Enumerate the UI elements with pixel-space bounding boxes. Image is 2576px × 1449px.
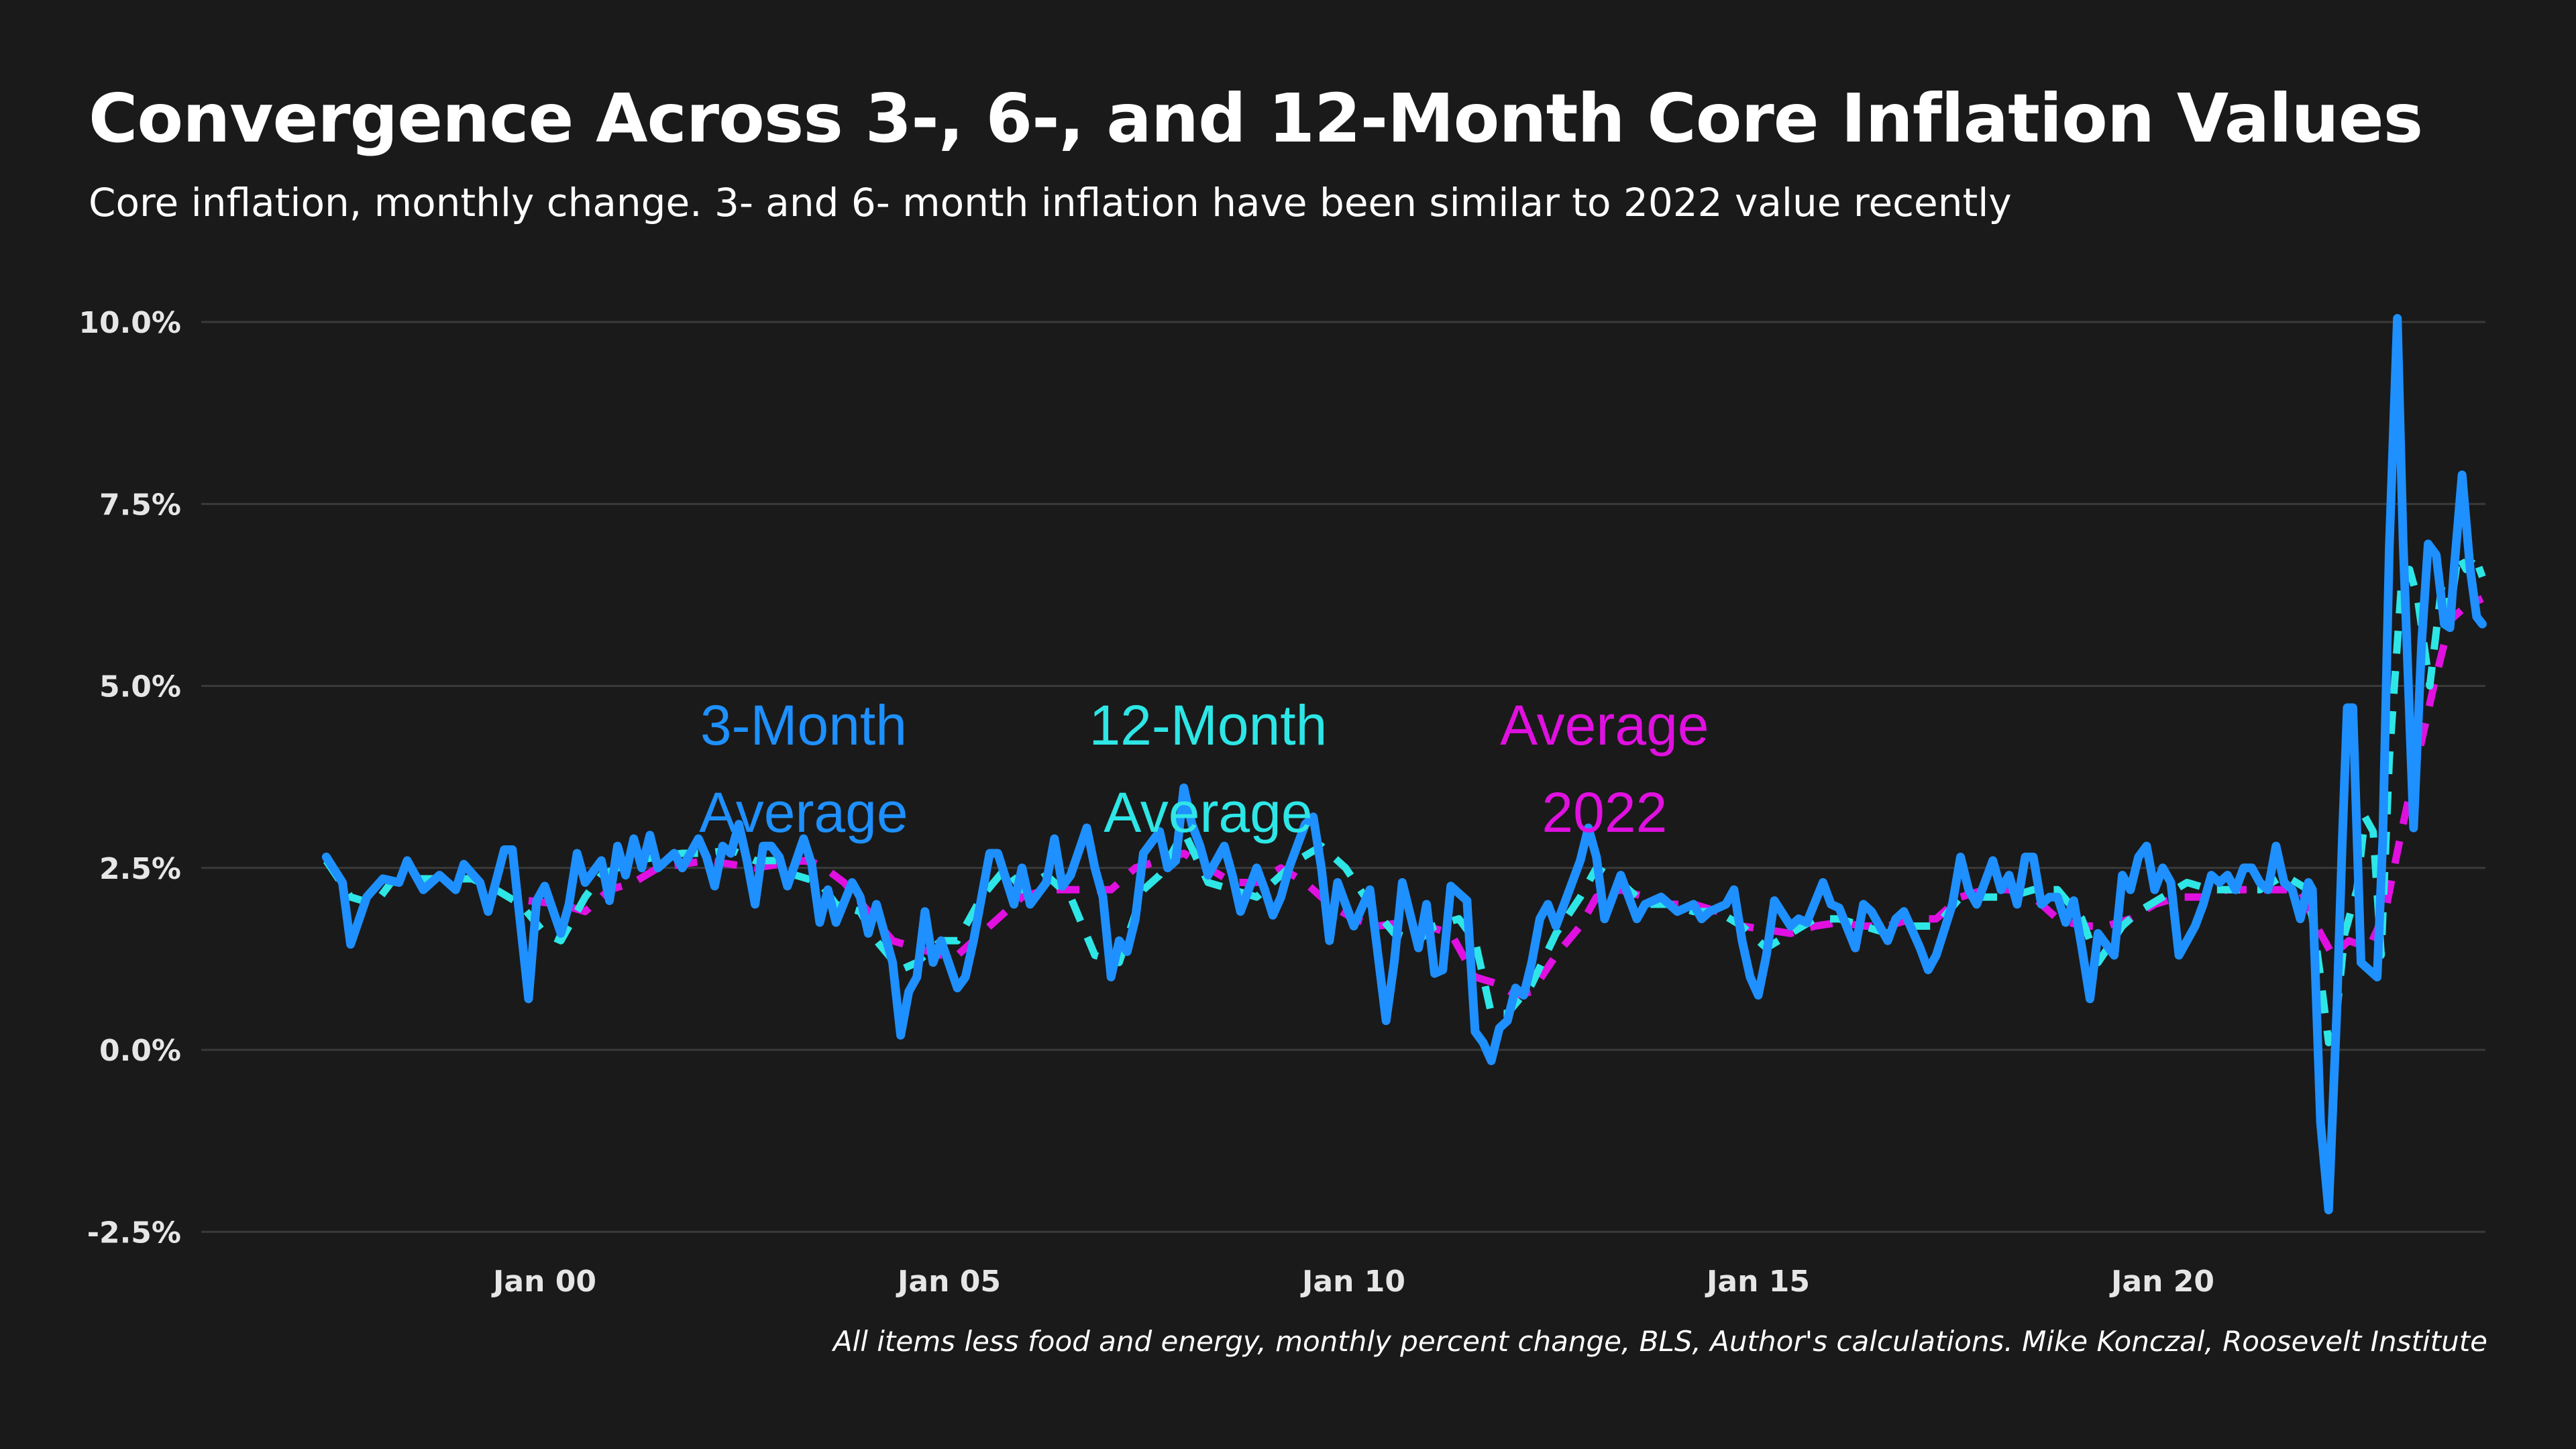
grid-lines	[201, 321, 2485, 1233]
x-tick-label: Jan 10	[1300, 1265, 1405, 1299]
y-tick-label: 7.5%	[99, 488, 181, 522]
y-axis-ticks: 10.0% 7.5% 5.0% 2.5% 0.0% -2.5%	[78, 306, 181, 1250]
annotation-three-month: Average	[699, 781, 908, 844]
series-line-three-month	[321, 314, 2487, 1215]
x-tick-label: Jan 00	[491, 1265, 596, 1299]
x-tick-label: Jan 15	[1705, 1265, 1810, 1299]
annotation-twelve-month: 12-Month	[1089, 694, 1327, 757]
y-tick-label: -2.5%	[87, 1216, 181, 1250]
series-annotations: 3-Month Average 12-Month Average Average 2022	[699, 694, 1709, 844]
chart-title: Convergence Across 3-, 6-, and 12-Month …	[89, 79, 2423, 158]
y-tick-label: 5.0%	[99, 670, 181, 704]
source-caption: All items less food and energy, monthly …	[833, 1325, 2487, 1358]
annotation-average-2022: 2022	[1542, 781, 1667, 844]
x-tick-label: Jan 20	[2109, 1265, 2214, 1299]
chart-subtitle: Core inflation, monthly change. 3- and 6…	[89, 180, 2012, 225]
annotation-three-month: 3-Month	[700, 694, 907, 757]
y-tick-label: 2.5%	[99, 852, 181, 886]
series-lines	[321, 314, 2487, 1215]
annotation-average-2022: Average	[1500, 694, 1709, 757]
y-tick-label: 10.0%	[78, 306, 181, 340]
x-tick-label: Jan 05	[896, 1265, 1001, 1299]
annotation-twelve-month: Average	[1104, 781, 1312, 844]
y-tick-label: 0.0%	[99, 1034, 181, 1068]
series-line-twelve-month	[323, 551, 2486, 1046]
x-axis-ticks: Jan 00 Jan 05 Jan 10 Jan 15 Jan 20	[491, 1265, 2214, 1299]
